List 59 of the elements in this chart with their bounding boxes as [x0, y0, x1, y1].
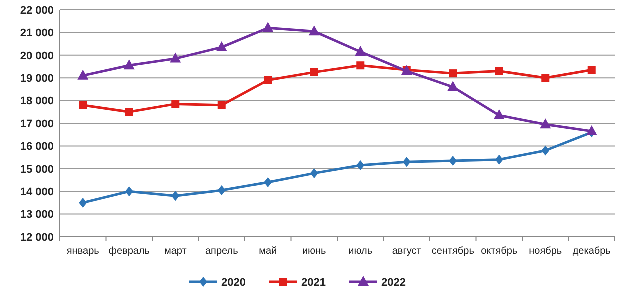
- point: [79, 198, 88, 208]
- y-tick-label: 16 000: [20, 141, 54, 154]
- x-tick-label: январь: [66, 246, 100, 257]
- x-tick-label: октябрь: [481, 246, 518, 257]
- point: [170, 52, 182, 63]
- point: [310, 68, 318, 76]
- point: [310, 168, 318, 178]
- legend-label: 2020: [222, 276, 246, 289]
- x-tick-label: апрель: [205, 246, 238, 257]
- point: [494, 110, 505, 120]
- y-tick-label: 18 000: [20, 96, 54, 108]
- point: [124, 60, 135, 70]
- y-tick-label: 14 000: [20, 186, 54, 198]
- point: [262, 22, 274, 32]
- point: [264, 76, 272, 84]
- y-tick-label: 22 000: [20, 4, 54, 17]
- point: [264, 178, 272, 188]
- point: [125, 108, 134, 116]
- point: [218, 101, 226, 110]
- point: [218, 185, 226, 196]
- y-tick-label: 20 000: [20, 50, 54, 62]
- y-tick-label: 13 000: [20, 209, 54, 222]
- point: [586, 125, 598, 136]
- x-tick-label: ноябрь: [529, 246, 562, 257]
- x-tick-label: июль: [348, 246, 373, 257]
- x-tick-label: май: [259, 246, 278, 257]
- point: [78, 70, 89, 80]
- point: [542, 146, 550, 156]
- point: [79, 101, 88, 110]
- x-tick-label: февраль: [108, 246, 150, 257]
- point: [495, 67, 504, 76]
- y-tick-label: 19 000: [20, 72, 54, 85]
- point: [356, 62, 365, 70]
- point: [125, 186, 134, 197]
- x-tick-label: декабрь: [572, 246, 611, 257]
- point: [540, 118, 552, 129]
- point: [172, 100, 180, 108]
- point: [495, 154, 504, 165]
- point: [216, 41, 228, 52]
- point: [355, 46, 366, 56]
- point: [449, 70, 458, 78]
- point: [542, 74, 550, 82]
- point: [308, 26, 320, 36]
- x-tick-label: июнь: [302, 246, 326, 257]
- y-tick-label: 17 000: [20, 118, 54, 130]
- point: [356, 160, 365, 170]
- point: [449, 156, 458, 166]
- legend-label: 2021: [302, 276, 326, 289]
- point: [588, 66, 596, 74]
- point: [172, 191, 180, 202]
- legend-label: 2022: [382, 276, 406, 289]
- x-tick-label: март: [164, 246, 188, 257]
- point: [448, 81, 459, 92]
- y-tick-label: 15 000: [20, 164, 54, 176]
- y-tick-label: 21 000: [20, 28, 54, 40]
- x-tick-label: сентябрь: [432, 246, 474, 257]
- x-tick-label: август: [392, 246, 422, 257]
- y-tick-label: 12 000: [20, 232, 54, 244]
- point: [402, 157, 411, 168]
